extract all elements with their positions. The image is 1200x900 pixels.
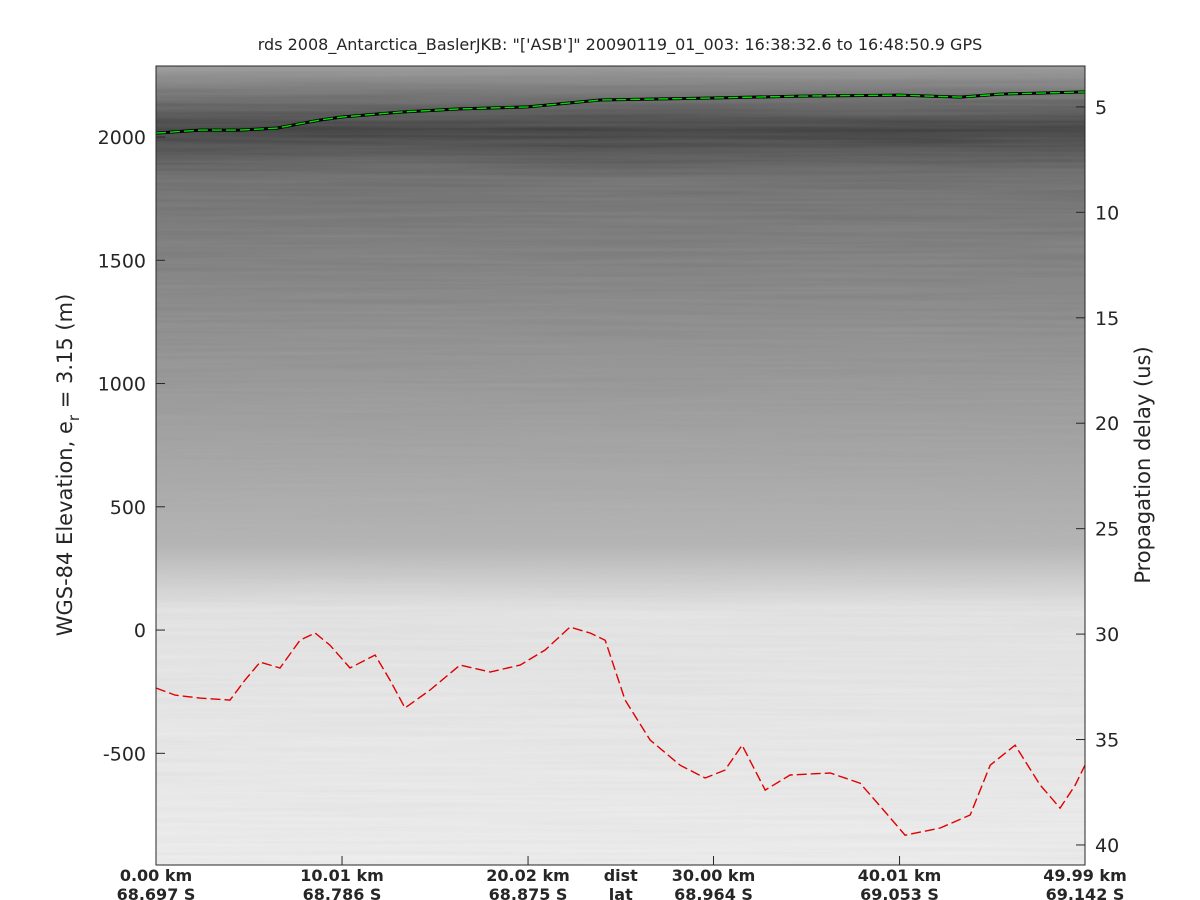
y2-tick-label: 20 bbox=[1095, 413, 1119, 435]
series-line bbox=[156, 91, 1085, 134]
x-tick-sublabel: 69.053 S bbox=[860, 885, 939, 900]
y2-axis-label: Propagation delay (us) bbox=[1131, 346, 1155, 583]
plot-frame bbox=[155, 65, 1086, 866]
y2-tick-label: 35 bbox=[1095, 730, 1119, 752]
plot-area bbox=[156, 90, 1085, 836]
y2-tick-label: 40 bbox=[1095, 835, 1119, 857]
y-tick-label: 0 bbox=[134, 620, 146, 642]
y-tick-label: 500 bbox=[110, 497, 146, 519]
y-tick-label: 2000 bbox=[98, 127, 146, 149]
y-tick-label: 1000 bbox=[98, 374, 146, 396]
y-axis-label: WGS-84 Elevation, er = 3.15 (m) bbox=[53, 294, 83, 637]
x-tick-sublabel: 68.697 S bbox=[117, 885, 196, 900]
x-tick-label: 30.00 km bbox=[672, 866, 756, 885]
x-axis-label: lat bbox=[609, 885, 633, 900]
x-tick-label: 49.99 km bbox=[1043, 866, 1127, 885]
y2-tick-label: 10 bbox=[1095, 202, 1119, 224]
x-tick-sublabel: 68.786 S bbox=[303, 885, 382, 900]
x-tick-sublabel: 69.142 S bbox=[1046, 885, 1125, 900]
x-tick-sublabel: 68.964 S bbox=[674, 885, 753, 900]
y-tick-label: -500 bbox=[103, 743, 146, 765]
x-axis-label: dist bbox=[604, 866, 638, 885]
x-tick-label: 10.01 km bbox=[300, 866, 384, 885]
y2-tick-label: 25 bbox=[1095, 519, 1119, 541]
chart-title: rds 2008_Antarctica_BaslerJKB: "['ASB']"… bbox=[258, 35, 983, 55]
radargram-texture bbox=[156, 66, 1085, 865]
x-tick-sublabel: 68.875 S bbox=[489, 885, 568, 900]
y2-tick-label: 15 bbox=[1095, 308, 1119, 330]
y-label-sub: r bbox=[65, 414, 83, 421]
y-label-part: WGS-84 Elevation, e bbox=[53, 421, 77, 636]
x-tick-label: 40.01 km bbox=[858, 866, 942, 885]
y-tick-label: 1500 bbox=[98, 250, 146, 272]
y-label-part: = 3.15 (m) bbox=[53, 294, 77, 415]
x-tick-label: 0.00 km bbox=[120, 866, 192, 885]
x-tick-label: 20.02 km bbox=[486, 866, 570, 885]
y2-tick-label: 5 bbox=[1095, 97, 1107, 119]
y2-tick-label: 30 bbox=[1095, 624, 1119, 646]
series-line bbox=[156, 626, 1085, 836]
